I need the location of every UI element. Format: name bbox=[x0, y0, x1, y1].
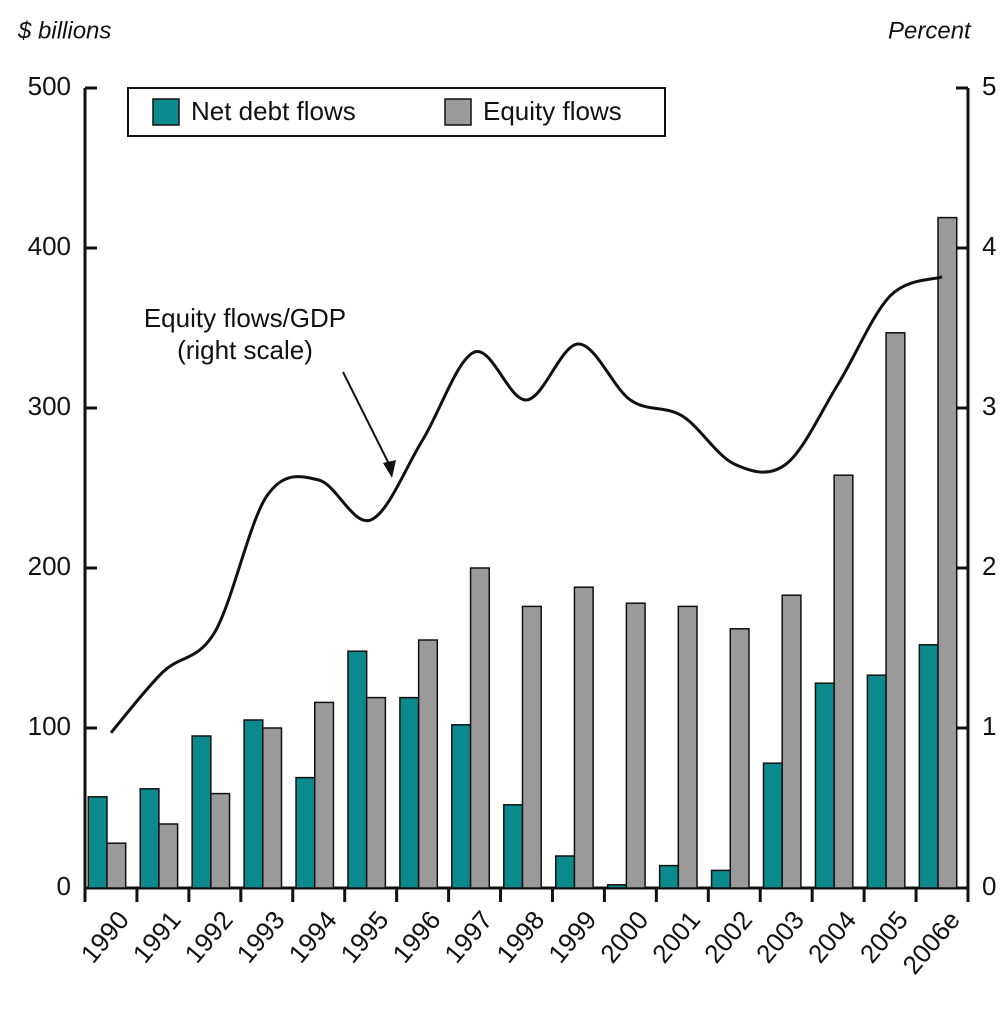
bar bbox=[606, 884, 628, 889]
bar bbox=[677, 605, 698, 889]
bar bbox=[262, 727, 283, 889]
x-tick-label: 1998 bbox=[490, 905, 550, 969]
y2-axis-label: Percent bbox=[888, 17, 972, 44]
legend-swatch bbox=[152, 98, 180, 126]
y2-tick-label: 1 bbox=[982, 711, 996, 741]
bar bbox=[417, 639, 439, 889]
y-tick-label: 300 bbox=[28, 391, 71, 421]
y2-tick-label: 2 bbox=[982, 551, 996, 581]
bar bbox=[295, 776, 316, 889]
bar bbox=[469, 567, 491, 889]
y2-tick-label: 0 bbox=[982, 871, 996, 901]
annotation-arrow bbox=[342, 371, 393, 471]
bar bbox=[365, 696, 387, 889]
bar bbox=[729, 628, 750, 889]
x-tick-label: 1993 bbox=[230, 905, 290, 969]
bar bbox=[210, 792, 231, 889]
x-tick-label: 1992 bbox=[179, 905, 239, 969]
y-axis-label: $ billions bbox=[17, 17, 111, 44]
bar bbox=[573, 586, 594, 889]
bar bbox=[814, 682, 835, 889]
x-tick-label: 2006e bbox=[896, 905, 965, 980]
y2-tick-label: 3 bbox=[982, 391, 996, 421]
bar bbox=[658, 864, 680, 889]
y-tick-label: 200 bbox=[28, 551, 71, 581]
bar bbox=[710, 869, 732, 889]
bar bbox=[243, 719, 264, 889]
bar bbox=[762, 762, 783, 889]
y-tick-label: 100 bbox=[28, 711, 71, 741]
x-tick-label: 1999 bbox=[542, 905, 602, 969]
x-tick-label: 1990 bbox=[75, 905, 135, 969]
y-tick-label: 0 bbox=[57, 871, 71, 901]
bar bbox=[918, 644, 939, 889]
legend-label: Equity flows bbox=[483, 96, 622, 126]
y-tick-label: 500 bbox=[28, 71, 71, 101]
x-tick-label: 2004 bbox=[802, 905, 862, 969]
x-tick-label: 2000 bbox=[594, 905, 654, 969]
bar bbox=[503, 804, 524, 889]
bar bbox=[191, 735, 212, 889]
bar bbox=[313, 701, 335, 889]
x-tick-label: 1994 bbox=[282, 905, 342, 969]
line bbox=[109, 275, 943, 734]
bar bbox=[106, 842, 127, 889]
bar bbox=[781, 594, 802, 889]
bar bbox=[833, 474, 854, 889]
y-tick-label: 400 bbox=[28, 231, 71, 261]
x-tick-label: 1991 bbox=[127, 905, 187, 969]
bar bbox=[554, 855, 576, 889]
arrow-head bbox=[383, 460, 396, 478]
annotation: Equity flows/GDP bbox=[144, 303, 346, 333]
bar bbox=[937, 216, 958, 889]
bar bbox=[158, 823, 179, 889]
legend-box bbox=[127, 87, 666, 137]
x-tick-label: 1997 bbox=[438, 905, 498, 969]
x-tick-label: 2003 bbox=[750, 905, 810, 969]
bar bbox=[347, 650, 368, 889]
bar bbox=[521, 605, 542, 889]
legend-swatch bbox=[444, 98, 472, 126]
bar bbox=[885, 332, 906, 889]
x-tick-label: 1996 bbox=[386, 905, 446, 969]
bar bbox=[625, 602, 646, 889]
y2-tick-label: 4 bbox=[982, 231, 996, 261]
x-tick-label: 2001 bbox=[646, 905, 706, 969]
annotation: (right scale) bbox=[177, 335, 313, 365]
bar bbox=[451, 724, 472, 889]
legend-label: Net debt flows bbox=[191, 96, 356, 126]
y2-tick-label: 5 bbox=[982, 71, 996, 101]
x-tick-label: 1995 bbox=[334, 905, 394, 969]
bar bbox=[866, 674, 887, 889]
bar bbox=[399, 696, 420, 889]
x-tick-label: 2002 bbox=[698, 905, 758, 969]
bar bbox=[87, 796, 108, 889]
bar bbox=[139, 788, 160, 889]
